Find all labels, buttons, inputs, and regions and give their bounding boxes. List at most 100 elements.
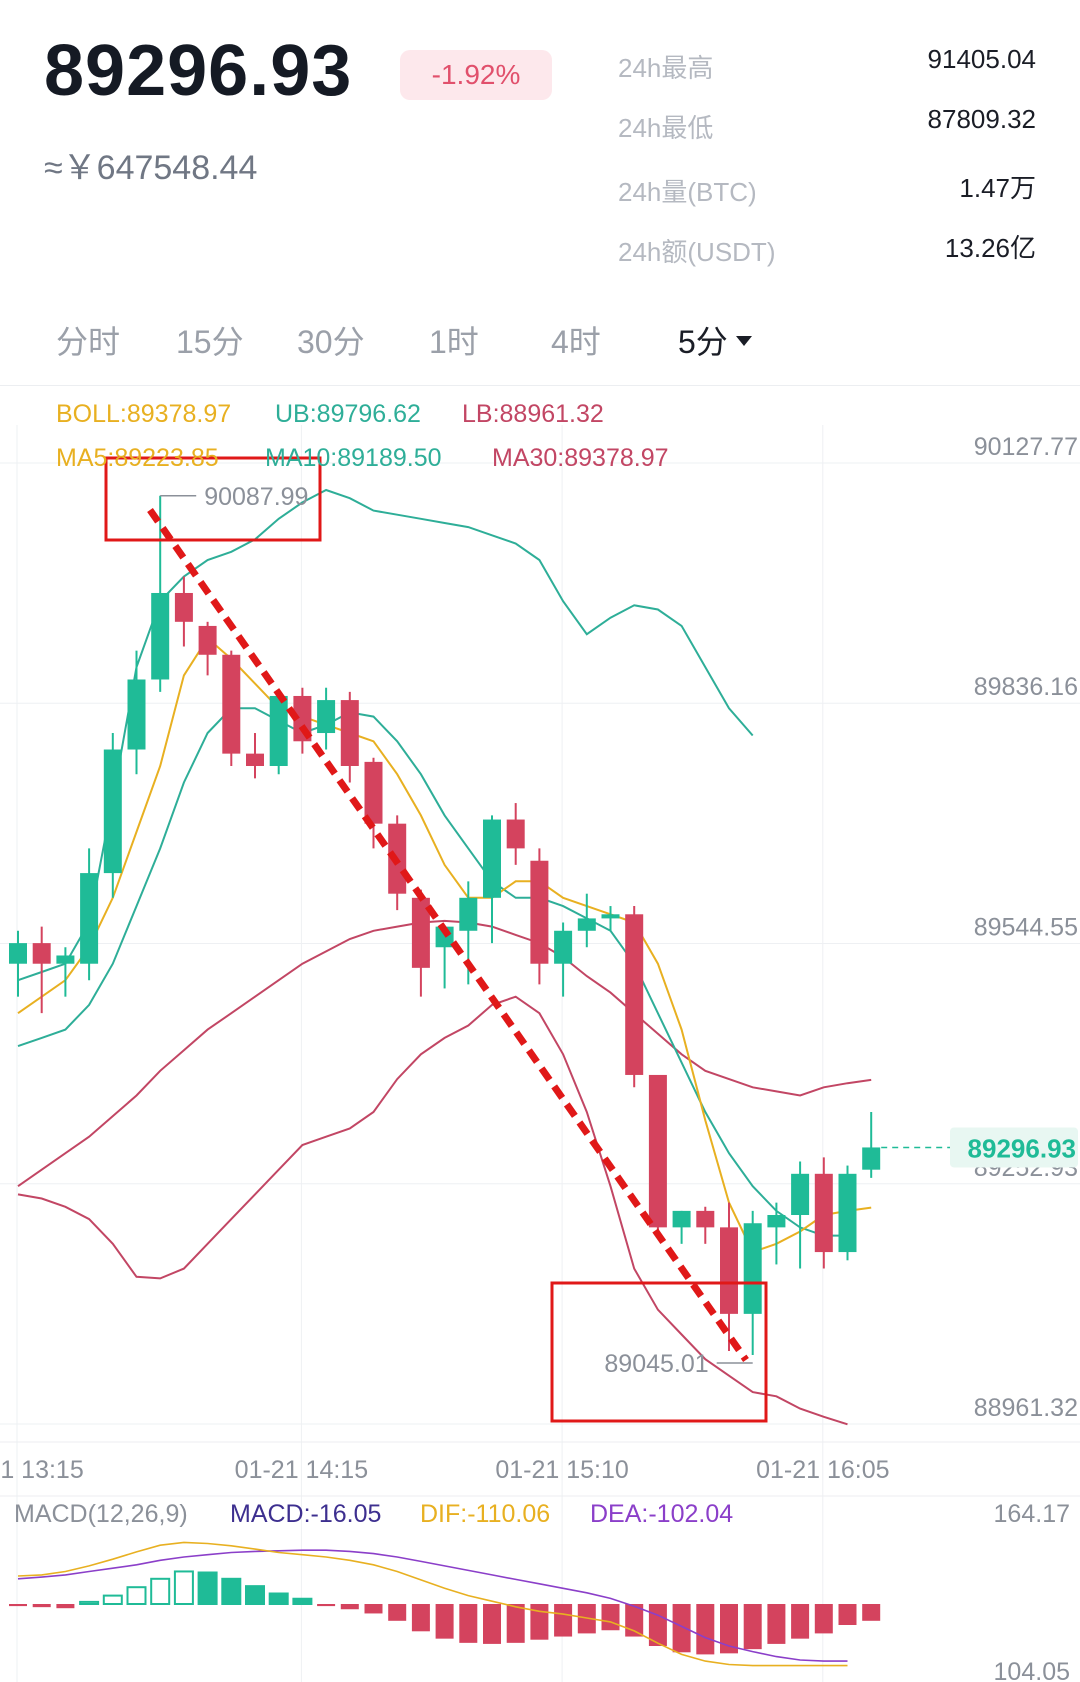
candle-body [743, 1223, 762, 1314]
stat-value-volume: 1.47万 [959, 173, 1036, 203]
candle-body [151, 592, 170, 680]
candle-body [483, 819, 501, 898]
candle-body [530, 860, 549, 964]
stat-value-high: 91405.04 [927, 44, 1036, 74]
stat-label-high: 24h最高 [618, 53, 714, 83]
legend-ub: UB:89796.62 [275, 400, 421, 428]
macd-bar [9, 1604, 27, 1607]
last-price: 89296.93 [44, 31, 353, 111]
candle-body [80, 873, 99, 964]
candle-body [791, 1173, 810, 1216]
macd-bar [150, 1577, 171, 1606]
candle-body [317, 700, 336, 734]
macd-panel [9, 1541, 881, 1667]
legend-ma10: MA10:89189.50 [265, 444, 442, 472]
macd-axis-top: 164.17 [994, 1500, 1070, 1528]
macd-bar [814, 1604, 833, 1634]
macd-axis-bottom: 104.05 [994, 1658, 1070, 1682]
candle-body [9, 943, 27, 964]
macd-bar [838, 1604, 857, 1625]
macd-bar [32, 1604, 51, 1608]
tab-1h[interactable]: 1时 [429, 324, 479, 360]
x-axis-label: 01-21 13:15 [0, 1456, 84, 1484]
change-percent: -1.92% [431, 59, 521, 90]
macd-bar [530, 1604, 549, 1640]
macd-bar [648, 1604, 667, 1646]
low-label: 89045.01 [604, 1350, 708, 1378]
macd-bar [364, 1604, 383, 1614]
macd-bar [506, 1604, 525, 1643]
candle-body [648, 1074, 667, 1228]
legend-dea: DEA:-102.04 [590, 1500, 733, 1528]
macd-bar [79, 1600, 100, 1606]
candle-body [672, 1210, 691, 1228]
macd-bar [696, 1604, 715, 1655]
macd-bar [126, 1586, 147, 1605]
high-highlight-box [104, 456, 322, 542]
macd-bar [767, 1604, 786, 1644]
stat-label-turnover: 24h额(USDT) [618, 237, 776, 267]
macd-bar [411, 1604, 430, 1632]
macd-bar [435, 1604, 454, 1639]
boll-mid-line [17, 919, 872, 1188]
macd-bar [554, 1604, 573, 1637]
tab-15m[interactable]: 15分 [176, 324, 244, 360]
legend-lb: LB:88961.32 [462, 400, 604, 428]
tab-30m[interactable]: 30分 [297, 324, 365, 360]
current-price-text: 89296.93 [968, 1133, 1076, 1163]
stat-value-turnover: 13.26亿 [944, 233, 1036, 263]
macd-bar [102, 1594, 123, 1605]
candle-body [625, 914, 644, 1075]
candle-body [506, 819, 525, 849]
macd-bar [791, 1604, 810, 1639]
macd-bar [862, 1604, 881, 1621]
candle-body [459, 897, 478, 931]
tab-4h[interactable]: 4时 [551, 324, 601, 360]
stat-label-volume: 24h量(BTC) [618, 177, 757, 207]
axis-labels: 90127.7789836.1689544.5589252.9388961.32… [0, 433, 1078, 1484]
candle-body [222, 654, 241, 754]
macd-bar [173, 1570, 194, 1605]
candle-body [32, 943, 51, 964]
dropdown-caret-icon [735, 335, 752, 346]
tab-timeshare[interactable]: 分时 [56, 324, 121, 360]
chart-grid [0, 425, 1080, 1682]
candle-body [767, 1215, 786, 1228]
macd-bar [197, 1571, 218, 1605]
trend-line [147, 507, 749, 1363]
macd-bar [340, 1604, 359, 1610]
candle-body [364, 761, 383, 824]
x-axis-label: 01-21 16:05 [756, 1456, 889, 1484]
legend-macd-title: MACD(12,26,9) [14, 1500, 188, 1528]
macd-bar [743, 1604, 762, 1650]
macd-bar [388, 1604, 407, 1621]
candle-body [103, 749, 122, 874]
legend-ma5: MA5:89223.85 [56, 444, 219, 472]
candle-body [340, 700, 359, 766]
candle-body [127, 679, 146, 750]
ticker-header: 89296.93 -1.92% ≈￥647548.44 24h最高 91405.… [0, 0, 1080, 300]
y-axis-label: 89544.55 [974, 913, 1078, 941]
y-axis-label: 89836.16 [974, 673, 1078, 701]
legend-macd: MACD:-16.05 [230, 1500, 381, 1528]
macd-bar [672, 1604, 691, 1653]
high-label: 90087.99 [204, 483, 308, 511]
candle-body [838, 1173, 857, 1253]
stat-label-low: 24h最低 [618, 113, 714, 143]
boll-lower-line [17, 995, 848, 1426]
indicator-legends: BOLL:89378.97 UB:89796.62 LB:88961.32 MA… [14, 400, 1070, 1682]
tab-5m[interactable]: 5分 [678, 317, 752, 363]
candle-body [601, 914, 620, 919]
dif-line [17, 1541, 848, 1667]
annotations: 90087.99 89045.01 89296.93 [104, 456, 1078, 1423]
macd-bar [459, 1604, 478, 1643]
candle-body [56, 955, 75, 964]
macd-bar [268, 1592, 289, 1605]
y-axis-label: 88961.32 [974, 1394, 1078, 1422]
macd-bar [56, 1604, 75, 1609]
candle-body [246, 753, 264, 766]
tab-5m-label: 5分 [678, 324, 728, 360]
legend-ma30: MA30:89378.97 [492, 444, 669, 472]
low-highlight-box [550, 1281, 768, 1423]
